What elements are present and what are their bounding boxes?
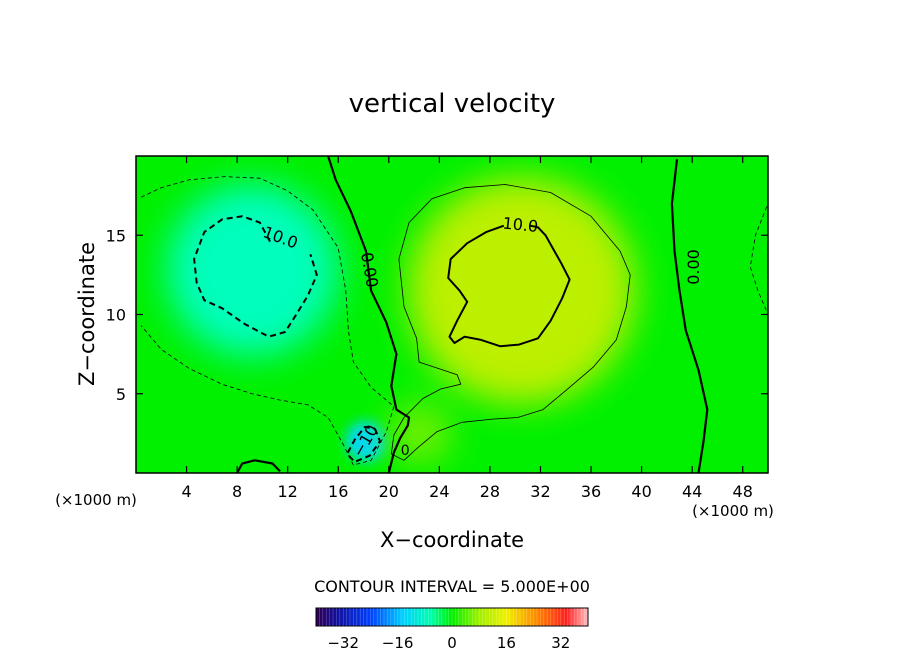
field-shading (166, 176, 636, 464)
colorbar-tick-label: 0 (447, 634, 457, 652)
x-unit-left: (×1000 m) (55, 491, 137, 509)
x-tick-label: 48 (733, 482, 753, 501)
y-axis: 5 10 15 (106, 226, 768, 404)
x-tick-label: 20 (379, 482, 399, 501)
y-tick-label: 5 (116, 385, 126, 404)
contour-label-2: 10.0 (502, 213, 539, 236)
x-tick-label: 8 (232, 482, 242, 501)
contour-interval: CONTOUR INTERVAL = 5.000E+00 (314, 577, 590, 596)
contour-line-5 (140, 176, 395, 466)
y-tick-label: 10 (106, 306, 126, 325)
colorbar-tick-label: −32 (327, 634, 359, 652)
x-tick-label: 40 (631, 482, 651, 501)
contour-line-0 (327, 156, 411, 473)
x-tick-label: 12 (278, 482, 298, 501)
y-tick-label: 15 (106, 226, 126, 245)
contour-line-1 (670, 159, 709, 473)
x-tick-label: 36 (581, 482, 601, 501)
colorbar: −32 −16 0 16 32 (315, 607, 589, 652)
field-blob-low-updraft (390, 403, 451, 464)
colorbar-tick-label: −16 (382, 634, 414, 652)
contour-line-7 (346, 426, 381, 463)
colorbar-tick-label: 16 (497, 634, 516, 652)
x-tick-label: 44 (682, 482, 702, 501)
contour-lines (140, 156, 768, 473)
contour-line-2 (236, 459, 281, 473)
contour-line-6 (193, 215, 318, 338)
colorbar-gradient (315, 607, 589, 627)
field-blob-downdraft-core (166, 184, 339, 357)
y-axis-label: Z−coordinate (75, 242, 99, 386)
x-tick-label: 28 (480, 482, 500, 501)
contour-line-4 (447, 224, 571, 348)
colorbar-segments (319, 608, 585, 626)
x-axis: 4 8 12 16 20 24 28 32 36 40 44 48 (181, 156, 753, 501)
x-tick-label: 24 (429, 482, 449, 501)
field-blob-updraft-core (407, 176, 636, 405)
contour-label-4: 0 (401, 443, 410, 459)
contour-label-3: 0.00 (684, 249, 703, 285)
colorbar-tick-label: 32 (551, 634, 570, 652)
colorbar-ticks: −32 −16 0 16 32 (327, 634, 570, 652)
x-unit-right: (×1000 m) (692, 502, 774, 520)
x-axis-label: X−coordinate (380, 528, 524, 552)
x-tick-label: 4 (181, 482, 191, 501)
contour-line-3 (390, 184, 631, 461)
chart-title: vertical velocity (349, 89, 556, 119)
x-tick-label: 32 (530, 482, 550, 501)
x-tick-label: 16 (328, 482, 348, 501)
